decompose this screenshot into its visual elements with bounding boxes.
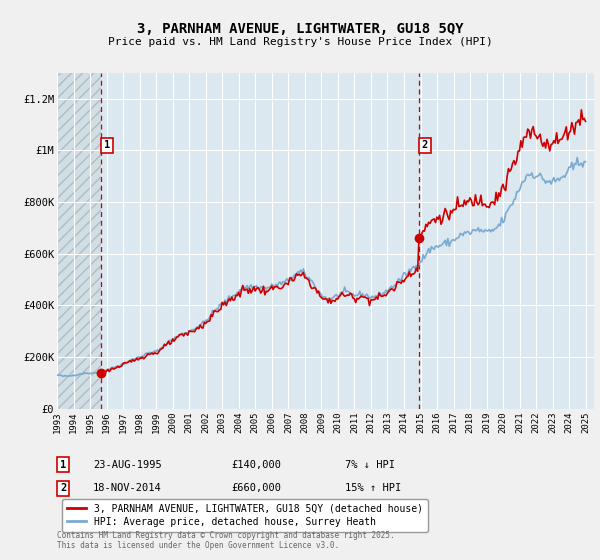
Text: 2: 2: [60, 483, 66, 493]
Text: 3, PARNHAM AVENUE, LIGHTWATER, GU18 5QY: 3, PARNHAM AVENUE, LIGHTWATER, GU18 5QY: [137, 22, 463, 36]
Legend: 3, PARNHAM AVENUE, LIGHTWATER, GU18 5QY (detached house), HPI: Average price, de: 3, PARNHAM AVENUE, LIGHTWATER, GU18 5QY …: [62, 499, 428, 531]
Text: 2: 2: [422, 140, 428, 150]
Text: £140,000: £140,000: [231, 460, 281, 470]
Bar: [57, 73, 101, 409]
Text: 18-NOV-2014: 18-NOV-2014: [93, 483, 162, 493]
Text: 1: 1: [60, 460, 66, 470]
Text: Contains HM Land Registry data © Crown copyright and database right 2025.
This d: Contains HM Land Registry data © Crown c…: [57, 530, 395, 550]
Text: 23-AUG-1995: 23-AUG-1995: [93, 460, 162, 470]
Text: £660,000: £660,000: [231, 483, 281, 493]
Text: Price paid vs. HM Land Registry's House Price Index (HPI): Price paid vs. HM Land Registry's House …: [107, 37, 493, 47]
Text: 1: 1: [104, 140, 110, 150]
Text: 7% ↓ HPI: 7% ↓ HPI: [345, 460, 395, 470]
Text: 15% ↑ HPI: 15% ↑ HPI: [345, 483, 401, 493]
